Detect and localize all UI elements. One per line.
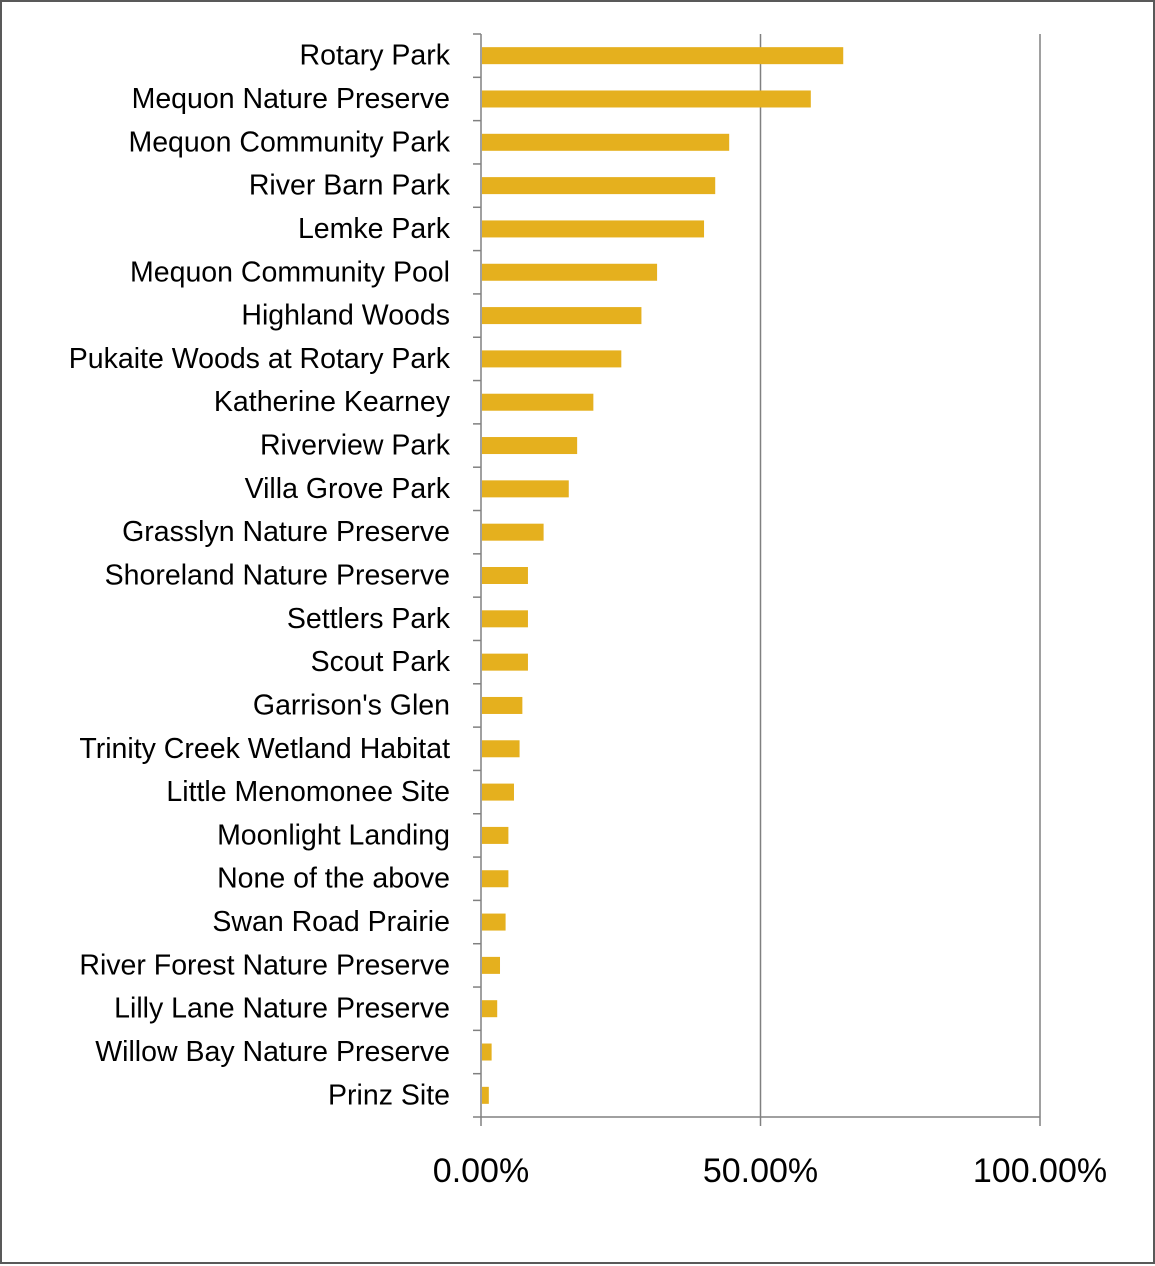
bar — [482, 913, 506, 931]
category-label: Prinz Site — [328, 1079, 450, 1111]
bar — [482, 307, 642, 325]
bar — [482, 177, 716, 195]
bar — [482, 1043, 492, 1061]
bar — [482, 220, 705, 238]
category-label: Moonlight Landing — [217, 819, 450, 851]
category-label: Scout Park — [311, 646, 451, 678]
bar — [482, 653, 528, 671]
category-label: Lilly Lane Nature Preserve — [114, 993, 450, 1025]
bar — [482, 610, 528, 628]
bar — [482, 263, 658, 281]
bars — [482, 47, 844, 1104]
bar — [482, 133, 730, 151]
bar — [482, 567, 528, 584]
bar — [482, 437, 578, 455]
category-label: Highland Woods — [241, 300, 450, 332]
category-label: Little Menomonee Site — [166, 776, 450, 808]
category-label: Swan Road Prairie — [212, 906, 450, 938]
category-label: Pukaite Woods at Rotary Park — [69, 343, 451, 375]
value-tick-label: 100.00% — [973, 1152, 1107, 1190]
category-label: Settlers Park — [287, 603, 451, 635]
category-label: Mequon Community Park — [128, 126, 450, 158]
category-label: Willow Bay Nature Preserve — [95, 1036, 450, 1068]
category-label: Mequon Nature Preserve — [132, 83, 450, 115]
bar — [482, 870, 509, 888]
category-label: Garrison's Glen — [253, 689, 450, 721]
category-label: Villa Grove Park — [245, 473, 451, 505]
category-label: Mequon Community Pool — [130, 256, 450, 288]
category-label: Shoreland Nature Preserve — [105, 560, 450, 592]
bar — [482, 1000, 498, 1018]
bar — [482, 393, 594, 411]
category-axis — [473, 33, 1041, 1126]
bar — [482, 523, 544, 541]
value-axis-tick-labels: 0.00% 50.00% 100.00% — [433, 1152, 1107, 1190]
value-tick-label: 0.00% — [433, 1152, 529, 1190]
category-label: Katherine Kearney — [214, 386, 451, 418]
bar — [482, 350, 622, 368]
bar — [482, 826, 509, 844]
bar — [482, 90, 811, 108]
category-label: River Forest Nature Preserve — [79, 949, 450, 981]
bar — [482, 47, 844, 65]
bar — [482, 1086, 489, 1104]
category-label: None of the above — [217, 863, 450, 895]
category-label: Riverview Park — [260, 430, 451, 462]
category-label: Grasslyn Nature Preserve — [122, 516, 450, 548]
category-label: River Barn Park — [249, 170, 451, 202]
category-labels: Rotary Park Mequon Nature Preserve Mequon … — [69, 40, 451, 1112]
value-tick-label: 50.00% — [703, 1152, 818, 1190]
bar — [482, 480, 569, 498]
gridlines — [759, 34, 1041, 1117]
bar — [482, 783, 514, 801]
bar — [482, 740, 520, 758]
category-label: Lemke Park — [298, 213, 451, 245]
category-label: Rotary Park — [300, 40, 451, 72]
category-label: Trinity Creek Wetland Habitat — [79, 733, 450, 765]
bar — [482, 956, 501, 974]
bar — [482, 696, 523, 714]
